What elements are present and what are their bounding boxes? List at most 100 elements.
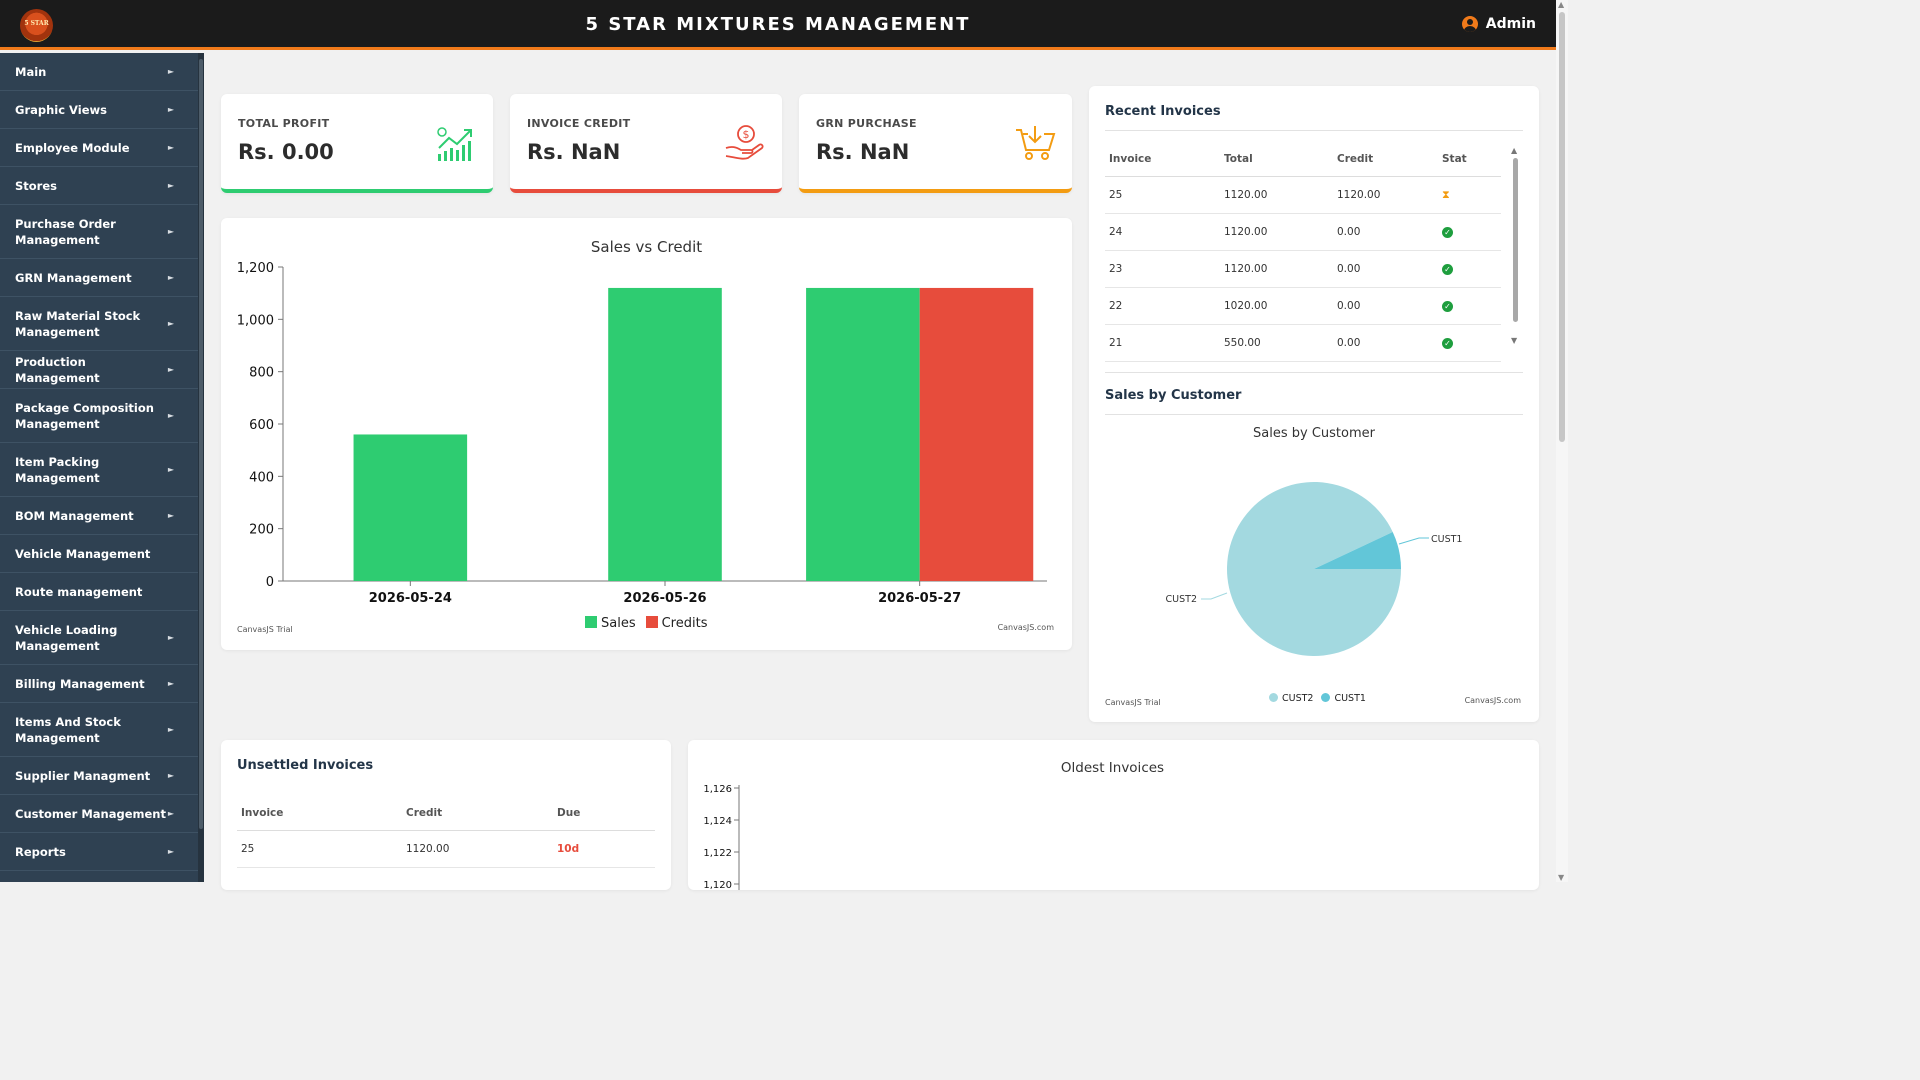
col-credit: Credit [402,796,553,831]
pie-legend: CUST2 CUST1 [1269,693,1366,704]
chevron-right-icon: ► [167,846,174,856]
cell-credit: 0.00 [1333,287,1438,325]
sidebar-item-billing-management[interactable]: Billing Management ► [0,665,198,703]
cart-icon [1016,126,1056,160]
pie-slice-cust1[interactable] [1314,531,1401,569]
sidebar-item-label: Supplier Managment [15,768,151,783]
sidebar-item-route-management[interactable]: Route management [0,573,198,611]
chevron-right-icon: ► [167,770,174,780]
label-leader [1201,592,1228,600]
legend-cust2[interactable]: CUST2 [1269,693,1313,704]
y-tick-label: 0 [266,575,274,590]
total-profit-label: TOTAL PROFIT [238,117,330,130]
legend-label: Sales [601,616,636,631]
cell-status: ✓ [1438,287,1501,325]
y-tick-label: 600 [249,418,274,433]
divider [1105,414,1523,415]
table-row[interactable]: 25 1120.00 1120.00 ⧗ [1105,176,1501,214]
bar-sales-2026-05-24[interactable] [353,434,468,581]
sidebar-item-graphic-views[interactable]: Graphic Views ► [0,91,198,129]
scroll-down-arrow[interactable]: ▼ [1558,873,1565,882]
invoice-credit-value: Rs. NaN [527,140,621,164]
sidebar-item-vehicle-management[interactable]: Vehicle Management [0,535,198,573]
sidebar-item-grn-management[interactable]: GRN Management ► [0,259,198,297]
sidebar-item-label: Main [15,64,47,79]
pie-label-cust1: CUST1 [1431,534,1462,545]
total-profit-card: TOTAL PROFIT Rs. 0.00 [221,94,493,193]
legend-credits[interactable]: Credits [645,616,707,631]
table-scrollbar[interactable] [1513,158,1518,322]
bar-sales-2026-05-26[interactable] [608,287,722,581]
table-scroll-down[interactable]: ▼ [1511,336,1518,345]
sidebar-item-label: BOM Management [15,508,134,523]
cell-total: 1120.00 [1220,213,1333,251]
sidebar-item-purchase-order-management[interactable]: Purchase Order Management ► [0,205,198,259]
sidebar-item-label: Customer Management [15,806,166,821]
cell-invoice: 21 [1105,324,1220,362]
col-invoice: Invoice [1105,142,1220,177]
cell-status: ⧗ [1438,176,1501,214]
chevron-right-icon: ► [167,410,174,420]
cell-credit: 1120.00 [1333,176,1438,214]
cell-total: 1120.00 [1220,250,1333,288]
cell-invoice: 22 [1105,287,1220,325]
sidebar-item-item-packing-management[interactable]: Item Packing Management ► [0,443,198,497]
canvasjs-link[interactable]: CanvasJS.com [1464,696,1521,705]
sidebar-item-bom-management[interactable]: BOM Management ► [0,497,198,535]
table-row[interactable]: 24 1120.00 0.00 ✓ [1105,213,1501,251]
sidebar-item-production-management[interactable]: Production Management ► [0,351,198,389]
pie-label-cust2: CUST2 [1166,594,1197,605]
sidebar-item-items-and-stock-management[interactable]: Items And Stock Management ► [0,703,198,757]
page-scrollbar[interactable]: ▲ ▼ [1556,0,1568,882]
sidebar-item-accounting-module[interactable]: Accounting Module ► [0,871,198,882]
sidebar-item-label: Purchase Order Management [15,216,116,247]
sidebar-item-package-composition-management[interactable]: Package Composition Management ► [0,389,198,443]
sidebar-item-raw-material-stock-management[interactable]: Raw Material Stock Management ► [0,297,198,351]
y-tick-label: 1,000 [237,313,274,328]
cell-invoice: 23 [1105,250,1220,288]
y-tick-label: 1,124 [703,816,732,827]
scroll-up-arrow[interactable]: ▲ [1558,0,1565,9]
table-row[interactable]: 22 1020.00 0.00 ✓ [1105,287,1501,325]
company-logo[interactable]: 5 STAR [20,9,53,42]
chart-title: Sales vs Credit [590,238,703,256]
sidebar-item-label: Vehicle Management [15,546,151,561]
chevron-right-icon: ► [167,66,174,76]
grn-purchase-label: GRN PURCHASE [816,117,917,130]
sales-by-customer-chart: CUST1 CUST2 [1166,482,1462,657]
check-circle-icon: ✓ [1442,263,1453,275]
legend-swatch [1269,693,1278,702]
cell-credit: 0.00 [1333,213,1438,251]
canvasjs-link[interactable]: CanvasJS.com [997,623,1054,632]
chevron-right-icon: ► [167,142,174,152]
bar-sales-2026-05-27[interactable] [806,287,920,581]
sidebar-item-supplier-managment[interactable]: Supplier Managment ► [0,757,198,795]
sidebar-item-vehicle-loading-management[interactable]: Vehicle Loading Management ► [0,611,198,665]
growth-chart-icon [437,127,472,161]
sidebar-item-customer-management[interactable]: Customer Management ► [0,795,198,833]
table-row[interactable]: 23 1120.00 0.00 ✓ [1105,250,1501,288]
y-tick-label: 1,200 [237,261,274,276]
col-credit: Credit [1333,142,1438,177]
bar-credits-2026-05-27[interactable] [919,287,1034,581]
x-tick-label: 2026-05-24 [369,591,452,606]
sidebar-item-main[interactable]: Main ► [0,53,198,91]
legend-cust1[interactable]: CUST1 [1321,693,1366,704]
sidebar-item-label: Route management [15,584,143,599]
table-scroll-up[interactable]: ▲ [1511,146,1518,155]
pie-slice-cust2[interactable] [1227,482,1401,657]
user-icon [1461,16,1478,32]
x-tick-label: 2026-05-26 [623,591,706,606]
table-row[interactable]: 21 550.00 0.00 ✓ [1105,324,1501,362]
sidebar: Main ► Graphic Views ► Employee Module ► Store… [0,53,204,882]
canvasjs-trial-watermark: CanvasJS Trial [1105,698,1161,707]
sidebar-scrollbar[interactable] [198,53,204,882]
svg-text:$: $ [743,128,750,141]
sidebar-item-label: GRN Management [15,270,132,285]
table-row[interactable]: 25 1120.00 10d [237,830,655,868]
user-menu[interactable]: Admin [1461,16,1536,32]
legend-sales[interactable]: Sales [585,616,636,631]
sidebar-item-stores[interactable]: Stores ► [0,167,198,205]
sidebar-item-employee-module[interactable]: Employee Module ► [0,129,198,167]
sidebar-item-reports[interactable]: Reports ► [0,833,198,871]
